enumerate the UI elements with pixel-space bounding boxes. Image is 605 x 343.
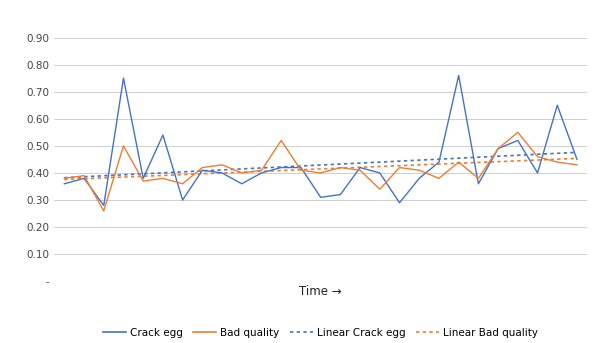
Legend: Crack egg, Bad quality, Linear Crack egg, Linear Bad quality: Crack egg, Bad quality, Linear Crack egg… [103, 328, 538, 338]
X-axis label: Time →: Time → [299, 285, 342, 298]
